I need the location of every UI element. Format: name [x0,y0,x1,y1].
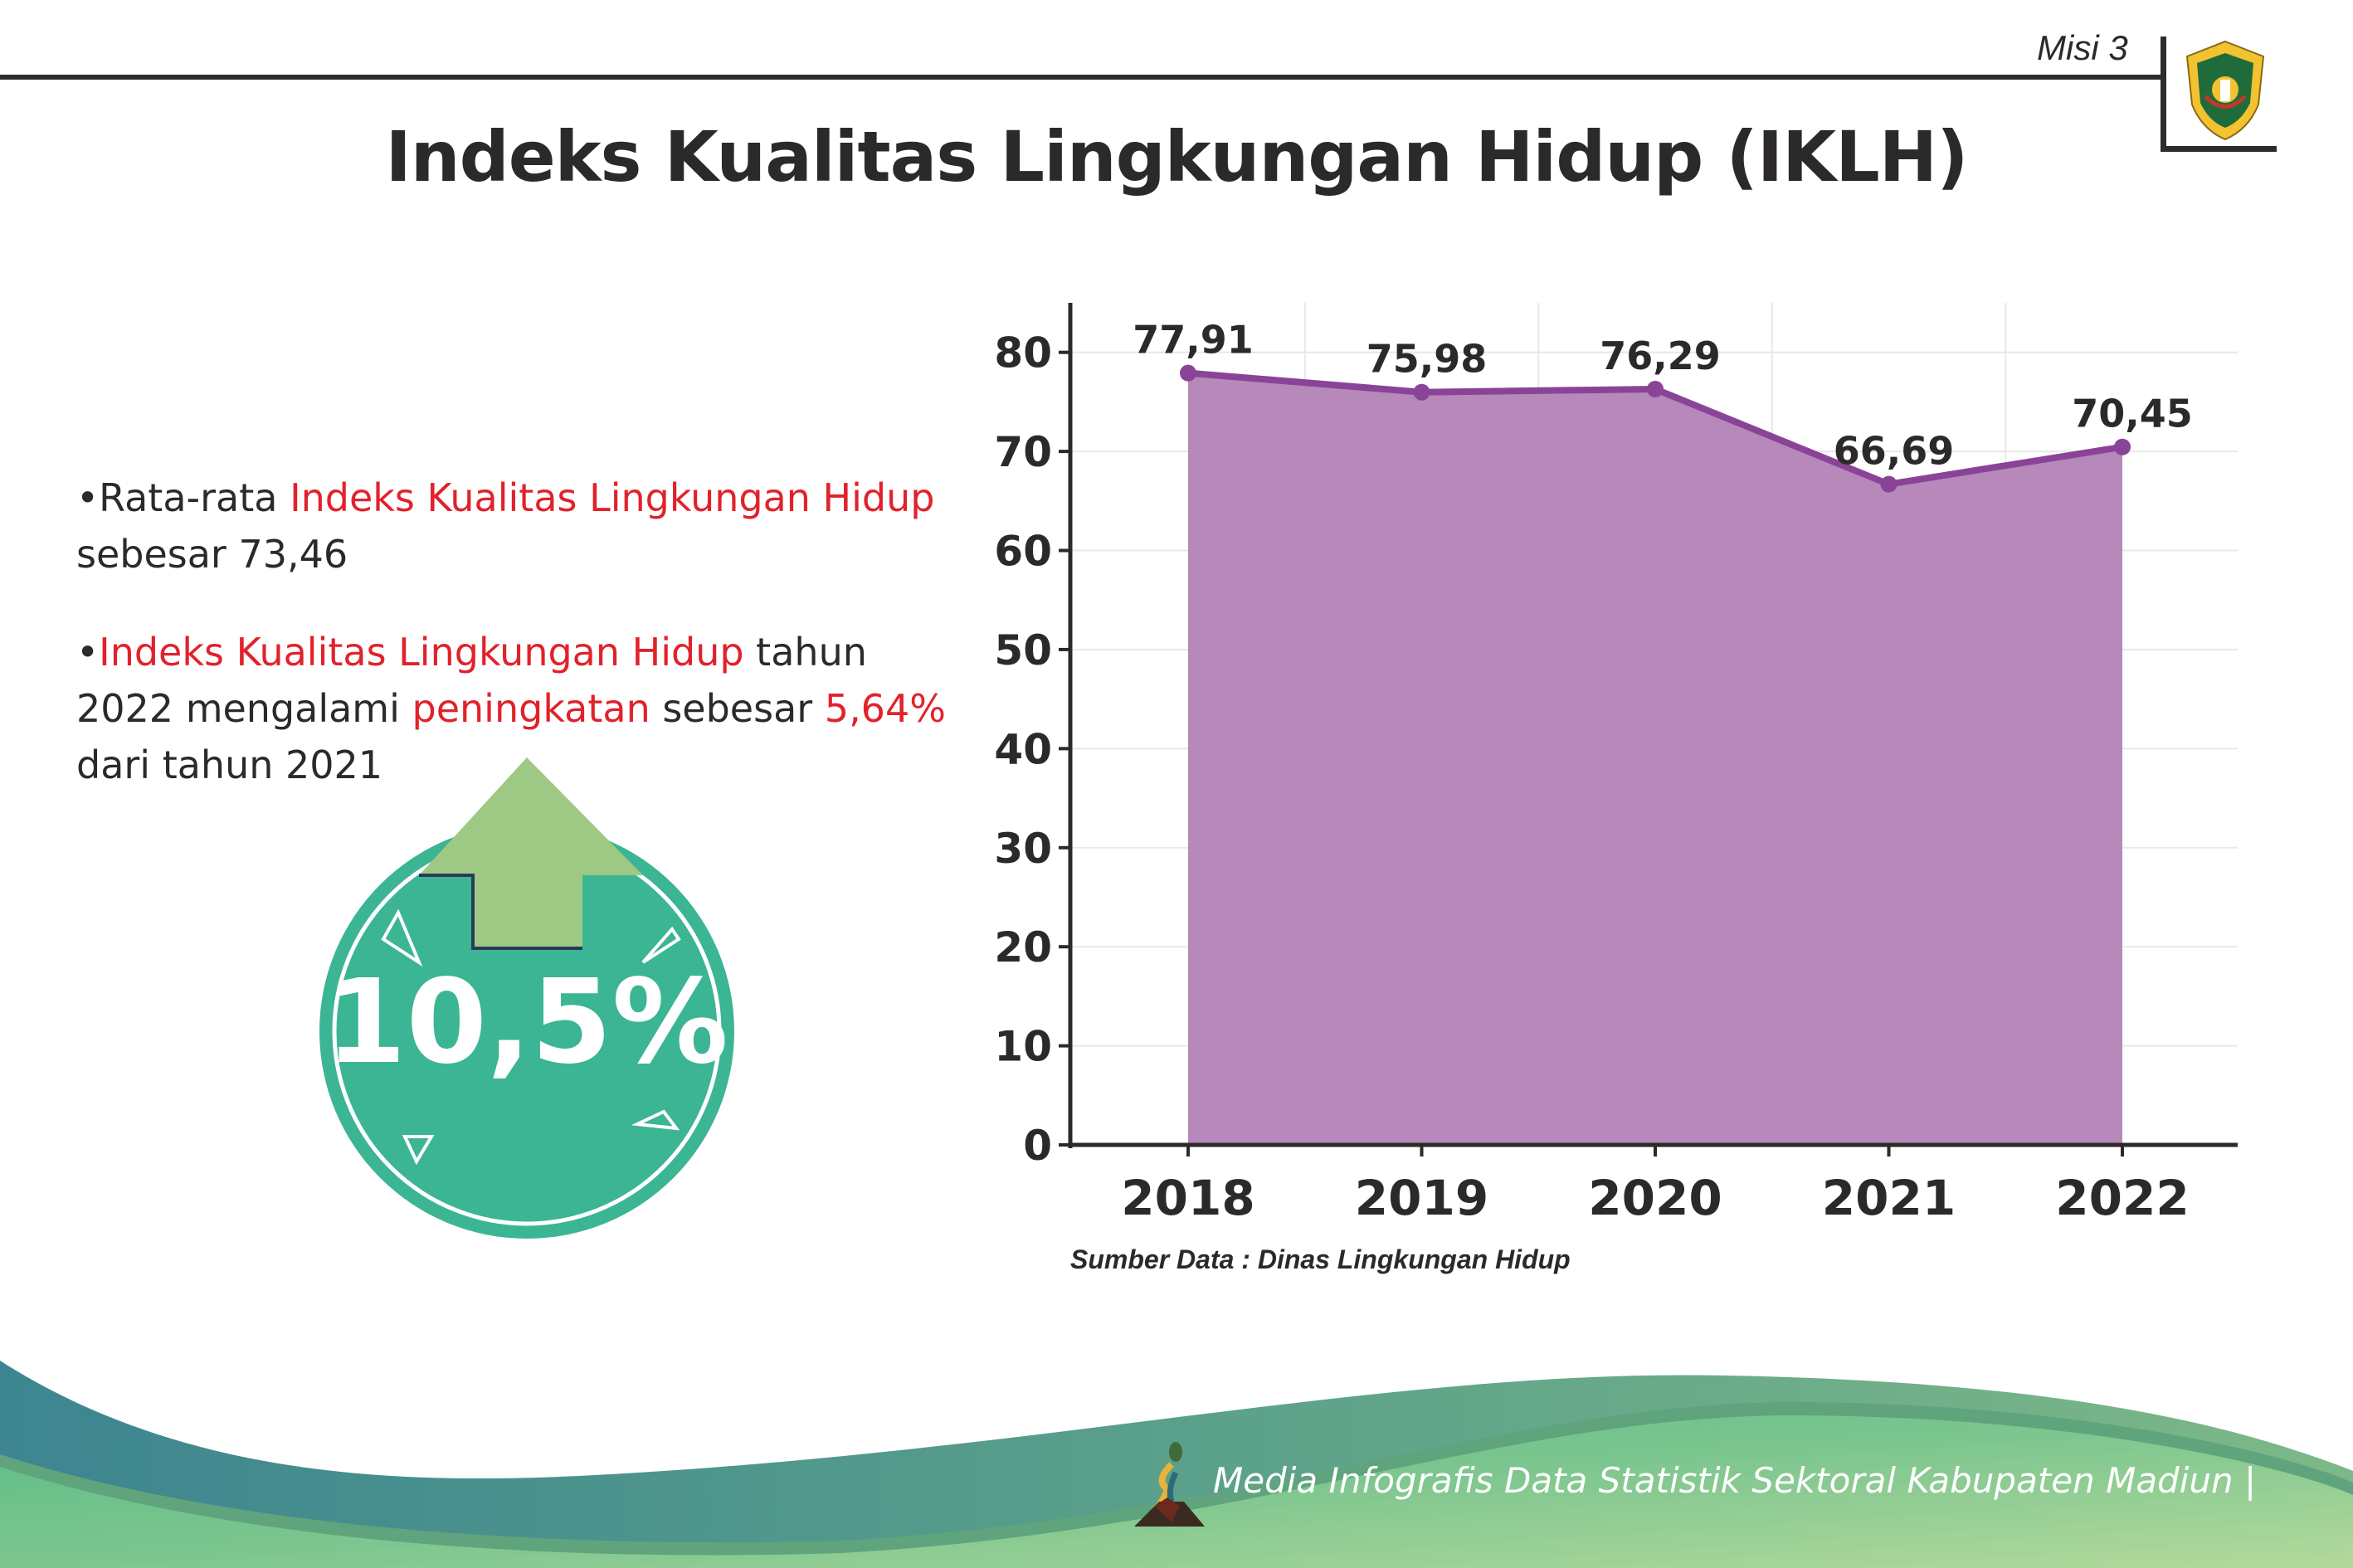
y-tick-label: 60 [994,528,1052,576]
page-title: Indeks Kualitas Lingkungan Hidup (IKLH) [385,116,1969,197]
data-label: 75,98 [1366,337,1488,382]
y-tick-label: 20 [994,923,1052,971]
badge-value: 10,5% [325,955,728,1090]
data-point [2114,438,2131,455]
y-tick-label: 70 [994,428,1052,476]
footer-wave [0,1361,2353,1568]
arrow-up-icon [419,757,643,950]
percent-badge: 10,5% [319,757,734,1239]
data-point [1880,475,1898,493]
data-point [1647,381,1664,398]
corner-rule [2161,146,2277,152]
data-label: 66,69 [1834,429,1955,474]
mission-label: Misi 3 [2037,28,2128,67]
sparkle-icons [381,908,681,1166]
text: Rata-rata [99,475,290,520]
data-label: 70,45 [2072,392,2193,436]
highlight-text: 5,64% [824,686,946,731]
info-increase: •Indeks Kualitas Lingkungan Hidup tahun … [76,624,948,793]
highlight-text: Indeks Kualitas Lingkungan Hidup [99,630,744,674]
info-average: •Rata-rata Indeks Kualitas Lingkungan Hi… [76,470,948,582]
y-tick-label: 30 [994,825,1052,873]
data-source: Sumber Data : Dinas Lingkungan Hidup [1070,1244,1571,1274]
y-tick-label: 40 [994,725,1052,773]
x-tick-label: 2019 [1355,1170,1488,1226]
x-tick-label: 2020 [1588,1170,1722,1226]
data-label: 76,29 [1600,334,1721,378]
y-tick-label: 0 [1023,1122,1052,1170]
y-tick-label: 10 [994,1023,1052,1071]
highlight-text: Indeks Kualitas Lingkungan Hidup [290,475,935,520]
y-tick-label: 80 [994,329,1052,377]
footer-text: Media Infografis Data Statistik Sektoral… [1213,1460,2257,1501]
bullet: • [76,630,100,674]
text: sebesar [650,686,825,731]
x-tick-label: 2018 [1121,1170,1254,1226]
kabupaten-madiun-logo [2185,40,2265,141]
x-tick-label: 2022 [2055,1170,2189,1226]
text: tahun 2022 mengalami [76,630,867,731]
corner-rule [2161,37,2166,151]
data-point [1413,383,1430,401]
y-tick-label: 50 [994,626,1052,674]
data-point [1180,364,1196,382]
data-label: 77,91 [1133,318,1254,363]
bullet: • [76,475,100,520]
header-rule [0,75,2162,80]
area-fill [1188,373,2122,1145]
footer-logo-icon [1134,1442,1205,1527]
x-tick-label: 2021 [1822,1170,1956,1226]
text: sebesar 73,46 [76,532,348,577]
text: dari tahun 2021 [76,743,383,787]
iklh-area-chart: 0 10 20 30 40 50 60 70 80 77,91 2018 75,98 2019 76,29… [994,303,2238,1226]
highlight-text: peningkatan [412,686,650,731]
